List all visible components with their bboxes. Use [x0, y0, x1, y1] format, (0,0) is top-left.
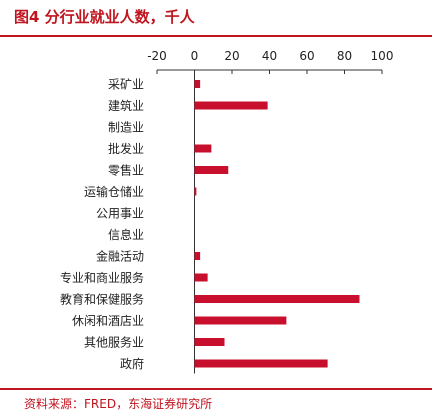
- bar-运输仓储业: [194, 187, 197, 196]
- category-label: 公用事业: [96, 207, 144, 221]
- category-label: 教育和保健服务: [60, 292, 144, 307]
- x-tick-label: 40: [262, 49, 277, 63]
- bar-建筑业: [194, 101, 268, 110]
- bar-教育和保健服务: [194, 295, 360, 303]
- chart-title: 图4 分行业就业人数，千人: [14, 8, 195, 26]
- x-tick-label: 100: [371, 49, 394, 63]
- bar-采矿业: [194, 80, 201, 88]
- source-divider: [0, 388, 432, 390]
- category-label: 政府: [120, 356, 144, 371]
- category-label: 制造业: [108, 121, 144, 135]
- bar-休闲和酒店业: [194, 316, 287, 325]
- category-label: 金融活动: [96, 249, 144, 264]
- category-label: 批发业: [108, 141, 144, 156]
- category-label: 采矿业: [108, 78, 144, 92]
- category-label: 零售业: [108, 163, 144, 178]
- x-tick-label: -20: [147, 49, 167, 63]
- title-divider: [0, 35, 432, 37]
- bar-专业和商业服务: [194, 273, 208, 282]
- x-tick-label: 60: [299, 49, 314, 63]
- category-label: 休闲和酒店业: [72, 314, 144, 328]
- bar-零售业: [194, 166, 229, 174]
- x-tick-label: 80: [337, 49, 352, 63]
- bar-批发业: [194, 144, 212, 153]
- bar-金融活动: [194, 252, 201, 260]
- category-label: 信息业: [108, 227, 144, 242]
- category-label: 其他服务业: [84, 335, 144, 350]
- category-label: 建筑业: [108, 98, 144, 113]
- bar-其他服务业: [194, 338, 225, 346]
- x-tick-label: 0: [191, 49, 199, 63]
- category-label: 运输仓储业: [84, 184, 144, 199]
- category-label: 专业和商业服务: [60, 270, 144, 285]
- x-tick-label: 20: [224, 49, 239, 63]
- bar-chart: -20 0 20 40 60 80 100 采矿业建筑业制造业批发业零售业运输仓储业公用事业信…: [60, 49, 394, 374]
- bar-政府: [194, 359, 328, 368]
- source-note: 资料来源：FRED，东海证券研究所: [24, 397, 213, 411]
